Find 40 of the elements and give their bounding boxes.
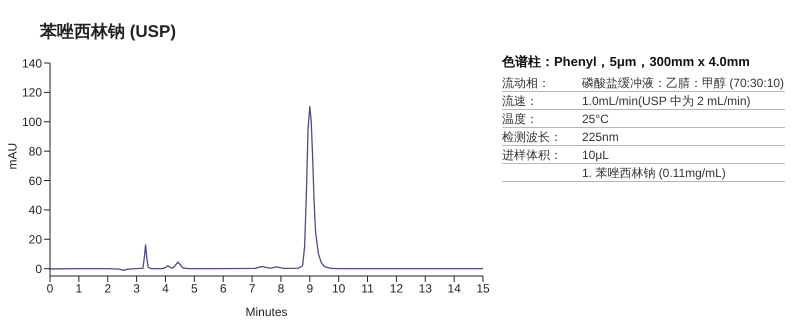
x-tick-label: 4 xyxy=(162,282,170,296)
y-axis-title: mAU xyxy=(5,142,20,170)
x-tick-label: 2 xyxy=(104,282,112,296)
text: 流速： xyxy=(502,93,539,109)
line-series xyxy=(50,106,483,272)
text: 流动相： xyxy=(502,75,551,91)
y-tick-label: 20 xyxy=(28,232,42,247)
x-tick-label: 8 xyxy=(278,282,285,296)
y-tick-label: 100 xyxy=(22,115,42,130)
text: 1. 苯唑西林钠 (0.11mg/mL) xyxy=(582,165,727,181)
y-tick-label: 140 xyxy=(22,56,42,70)
y-tick-label: 40 xyxy=(28,203,42,218)
x-tick-label: 6 xyxy=(220,282,227,296)
text: 10μL xyxy=(582,147,610,163)
chart-title: 苯唑西林钠 (USP) xyxy=(40,21,176,43)
x-tick-label: 1 xyxy=(76,282,83,296)
x-axis-title: Minutes xyxy=(245,305,288,319)
x-tick-label: 3 xyxy=(133,282,140,296)
x-tick-label: 5 xyxy=(190,282,198,296)
text: 225nm xyxy=(582,129,620,145)
x-tick-label: 13 xyxy=(418,282,432,296)
x-tick-label: 7 xyxy=(248,282,256,296)
x-tick-label: 12 xyxy=(390,282,404,296)
x-tick-label: 15 xyxy=(476,282,490,296)
text: 25°C xyxy=(582,111,610,127)
text: 1.0mL/min(USP 中为 2 mL/min) xyxy=(582,93,752,109)
x-tick-label: 11 xyxy=(361,282,374,296)
text: 检测波长： xyxy=(502,129,563,145)
y-tick-label: 60 xyxy=(28,174,42,188)
x-tick-label: 0 xyxy=(46,282,54,296)
y-tick-label: 120 xyxy=(22,86,42,100)
text: 色谱柱：Phenyl，5μm，300mm x 4.0mm xyxy=(502,53,751,71)
y-tick-label: 80 xyxy=(28,144,42,158)
x-tick-label: 10 xyxy=(332,282,346,296)
x-tick-label: 9 xyxy=(306,282,314,296)
text: 磷酸盐缓冲液：乙腈：甲醇 (70:30:10) xyxy=(582,75,785,91)
y-tick-label: 0 xyxy=(35,262,42,276)
x-tick-label: 14 xyxy=(447,282,462,296)
text: 进样体积： xyxy=(502,147,563,163)
text: 温度： xyxy=(502,111,539,127)
